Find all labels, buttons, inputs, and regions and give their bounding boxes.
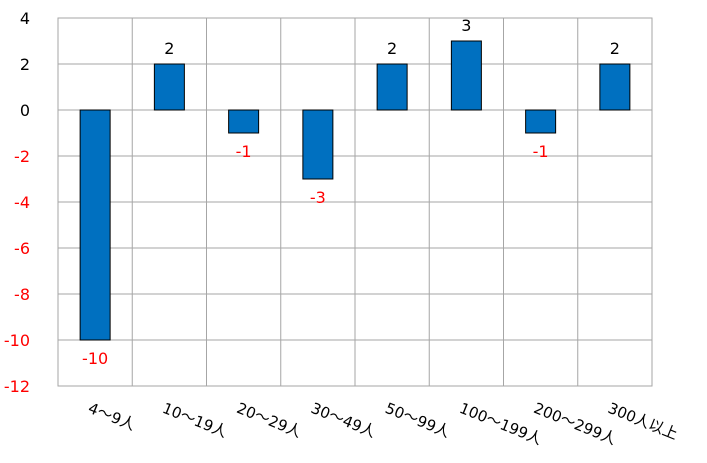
y-tick-label: -4: [14, 193, 30, 212]
bar: [228, 109, 260, 134]
x-tick-label: 50～99人: [383, 399, 453, 441]
x-tick-label: 20～29人: [234, 399, 304, 441]
bar: [525, 109, 557, 134]
data-label: -3: [310, 188, 326, 207]
y-tick-label: 0: [20, 101, 30, 120]
bar: [599, 63, 631, 111]
x-tick-label: 10～19人: [160, 399, 230, 441]
y-tick-label: 4: [20, 9, 30, 28]
data-label: -1: [236, 142, 252, 161]
y-tick-label: 2: [20, 55, 30, 74]
data-label: 2: [387, 39, 397, 58]
y-tick-label: -10: [4, 331, 30, 350]
bar: [450, 40, 482, 111]
y-tick-label: -8: [14, 285, 30, 304]
x-tick-label: 200～299人: [531, 399, 619, 448]
x-tick-label: 100～199人: [457, 399, 545, 448]
bar: [153, 63, 185, 111]
plot-border: [57, 17, 653, 387]
x-tick-label: 30～49人: [308, 399, 378, 441]
data-label: -10: [82, 349, 108, 368]
data-label: 3: [461, 16, 471, 35]
y-tick-label: -6: [14, 239, 30, 258]
data-label: -1: [533, 142, 549, 161]
data-label: 2: [610, 39, 620, 58]
y-tick-label: -12: [4, 377, 30, 396]
y-tick-label: -2: [14, 147, 30, 166]
bar: [376, 63, 408, 111]
bar: [79, 109, 111, 341]
data-label: 2: [164, 39, 174, 58]
x-tick-label: 4～9人: [86, 399, 138, 434]
bar: [302, 109, 334, 180]
